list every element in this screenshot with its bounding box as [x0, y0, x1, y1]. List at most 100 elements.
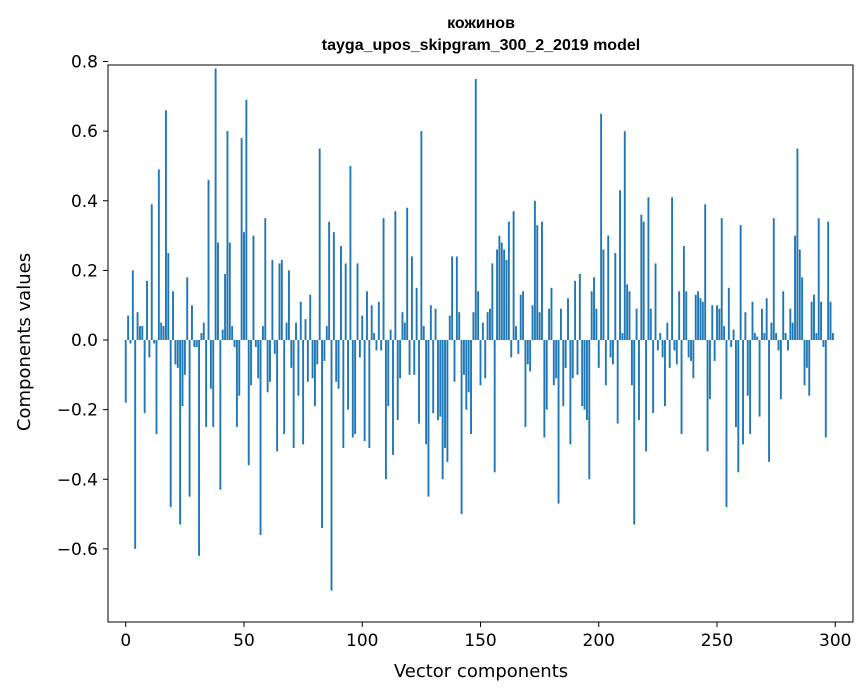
bar [486, 312, 489, 341]
bar [285, 322, 288, 341]
bar [533, 200, 536, 341]
y-axis-label: Components values [14, 253, 35, 431]
x-tick-label: 300 [819, 631, 851, 651]
bar [725, 340, 728, 508]
bar [595, 308, 598, 341]
bar [392, 340, 394, 455]
bar [704, 204, 707, 341]
bar [517, 340, 520, 354]
bar [484, 340, 487, 379]
bar [205, 340, 208, 428]
bar [645, 340, 647, 452]
bar [718, 308, 721, 341]
bar [228, 242, 231, 341]
bar [129, 340, 132, 344]
bar [394, 211, 397, 341]
bar [311, 340, 314, 379]
bar [607, 235, 610, 341]
bar [377, 301, 380, 341]
plot-frame [107, 64, 854, 623]
bar [782, 291, 785, 341]
bar [813, 294, 815, 341]
bar [649, 308, 652, 341]
bar [235, 340, 238, 428]
y-tick-label: −0.4 [57, 470, 98, 490]
bar [396, 340, 399, 421]
bar [763, 333, 766, 341]
bar [730, 340, 733, 347]
bar [831, 333, 834, 341]
bar [529, 340, 532, 372]
bar [138, 326, 141, 341]
bar [401, 312, 404, 341]
bar [744, 312, 747, 341]
bar [770, 322, 773, 341]
bar [427, 340, 430, 497]
bar [321, 340, 323, 529]
bar [758, 340, 761, 417]
bar [678, 291, 681, 341]
bar [415, 287, 418, 341]
bar [609, 340, 612, 358]
bar [167, 252, 170, 341]
bar [623, 131, 626, 341]
bar [472, 312, 475, 341]
bar [330, 340, 333, 591]
bar [694, 294, 697, 341]
x-axis-label: Vector components [394, 661, 568, 682]
y-tick-label: 0.8 [71, 53, 98, 73]
y-tick-label: 0.6 [71, 122, 98, 142]
bar [749, 340, 752, 435]
bar [332, 232, 335, 341]
bar [507, 221, 510, 341]
bar [474, 78, 477, 341]
bar [548, 308, 551, 341]
bar [633, 340, 636, 525]
bar [354, 340, 357, 435]
bar [458, 312, 461, 341]
bar [403, 322, 406, 341]
bar [446, 340, 449, 462]
bar [160, 322, 163, 341]
bar [195, 340, 198, 347]
bar [765, 298, 768, 341]
bar [264, 218, 267, 341]
bar [567, 298, 569, 341]
bar [711, 305, 714, 341]
bar [614, 252, 617, 341]
bar [436, 340, 439, 421]
bar [406, 207, 409, 341]
bar [297, 340, 300, 396]
bar [283, 340, 286, 435]
bar [673, 340, 676, 351]
bar [257, 340, 260, 379]
bar [231, 326, 234, 341]
bar [779, 340, 782, 400]
bar [581, 340, 584, 407]
bar [602, 249, 605, 341]
x-tick-label: 50 [233, 631, 255, 651]
bar [470, 340, 472, 435]
bar [181, 340, 184, 407]
bar [708, 340, 711, 400]
bar [136, 312, 139, 341]
bar [671, 197, 674, 341]
bar [562, 340, 565, 407]
bar [640, 214, 643, 341]
bar [387, 340, 390, 407]
bar [432, 340, 435, 414]
bar [687, 340, 690, 358]
bar [318, 148, 321, 341]
bar [512, 211, 515, 341]
chart-subtitle: tayga_upos_skipgram_300_2_2019 model [322, 37, 640, 54]
bar [723, 326, 726, 341]
bar [682, 246, 685, 341]
bar [153, 340, 156, 344]
bar [815, 333, 818, 341]
bar [463, 340, 465, 375]
bar [578, 273, 581, 341]
bar [739, 225, 742, 341]
bar [439, 340, 442, 417]
bar [692, 340, 695, 379]
bar [351, 340, 354, 438]
